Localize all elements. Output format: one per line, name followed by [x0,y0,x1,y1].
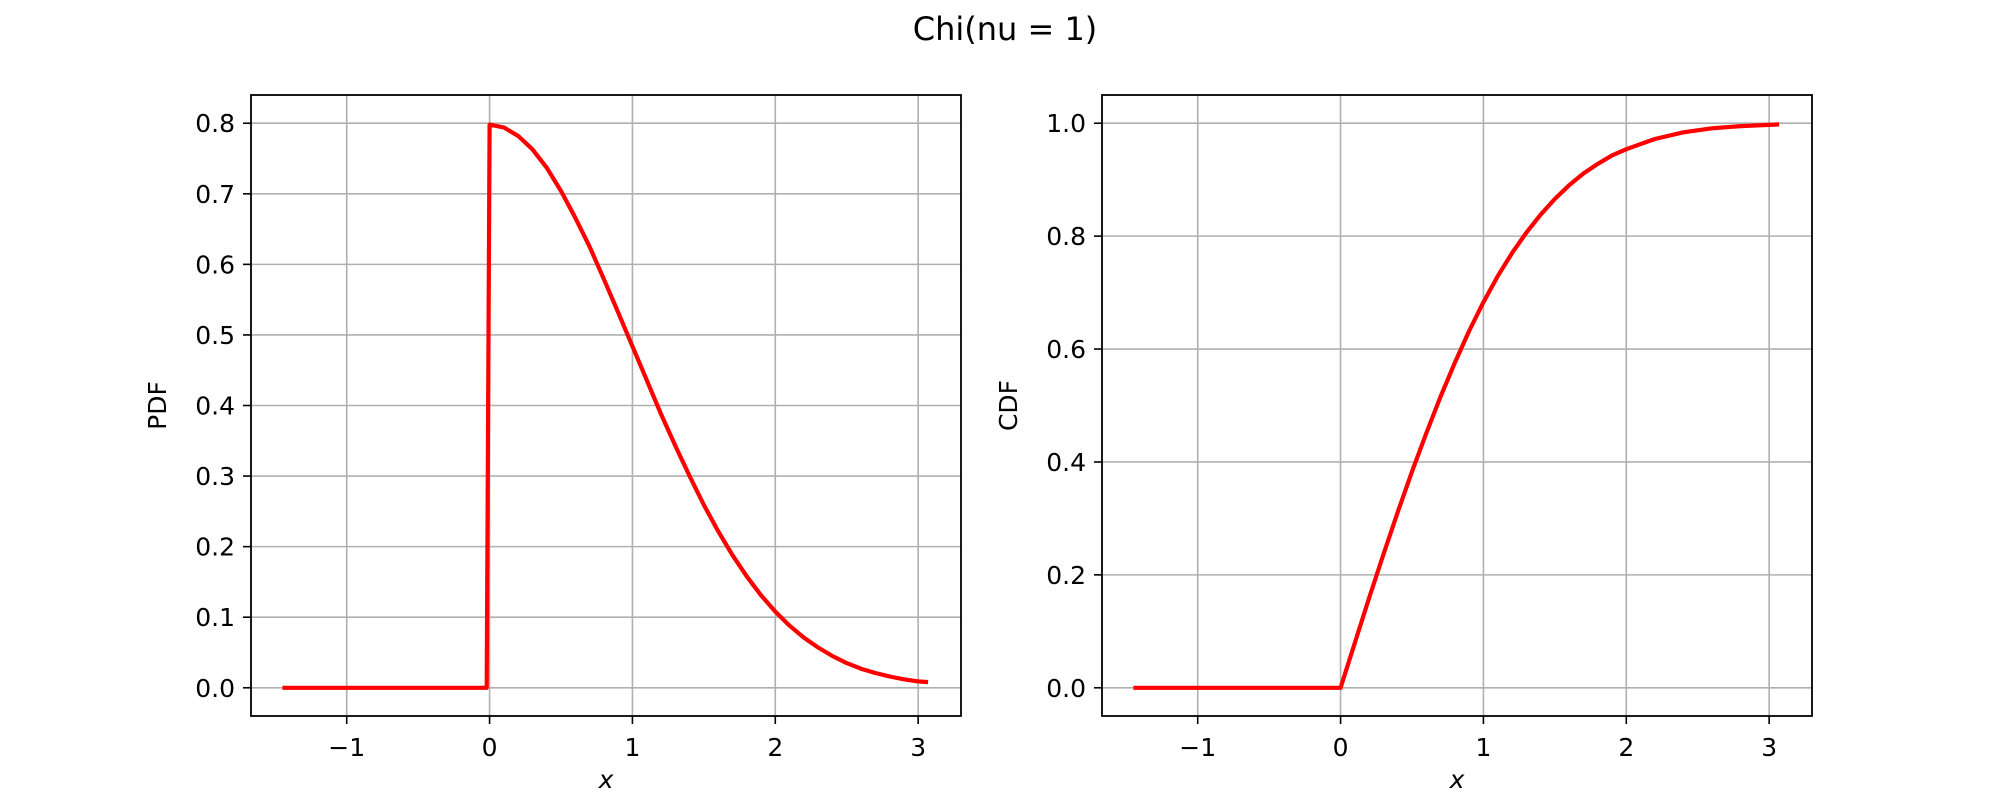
cdf-xlabel: x [1449,765,1465,794]
cdf-ylabel: CDF [994,380,1023,431]
pdf-ytick-label: 0.7 [195,180,235,209]
cdf-ytick-label: 0.4 [1046,448,1086,477]
pdf-xtick-label: 1 [624,733,640,762]
figure-title: Chi(nu = 1) [913,10,1098,48]
cdf-ytick-label: 0.6 [1046,335,1086,364]
pdf-xtick-label: −1 [328,733,365,762]
cdf-xtick-label: 2 [1618,733,1634,762]
cdf-ytick-label: 0.8 [1046,222,1086,251]
cdf-axes-frame [1101,94,1813,717]
pdf-xtick-label: 2 [767,733,783,762]
cdf-xtick-label: 3 [1761,733,1777,762]
pdf-ytick-label: 0.3 [195,462,235,491]
pdf-ytick-label: 0.6 [195,250,235,279]
pdf-xtick-label: 3 [910,733,926,762]
cdf-xtick-label: 1 [1475,733,1491,762]
pdf-xlabel: x [598,765,614,794]
cdf-ytick-label: 0.0 [1046,674,1086,703]
pdf-panel: −1 0 1 2 3 0.0 0.1 0.2 0.3 0.4 0.5 0.6 0.7 0.8 x PDF [143,94,962,794]
cdf-xtick-label: 0 [1333,733,1349,762]
cdf-curve [1133,122,1780,690]
cdf-ytick-label: 1.0 [1046,109,1086,138]
pdf-ytick-label: 0.0 [195,674,235,703]
cdf-ytick-label: 0.2 [1046,561,1086,590]
pdf-ytick-label: 0.2 [195,533,235,562]
pdf-ytick-label: 0.5 [195,321,235,350]
pdf-ytick-label: 0.1 [195,603,235,632]
pdf-xtick-label: 0 [482,733,498,762]
cdf-xtick-label: −1 [1179,733,1216,762]
pdf-ylabel: PDF [143,381,172,430]
pdf-curve [282,122,929,690]
cdf-panel: −1 0 1 2 3 0.0 0.2 0.4 0.6 0.8 1.0 x CDF [994,94,1813,794]
pdf-ytick-label: 0.4 [195,392,235,421]
pdf-ytick-label: 0.8 [195,109,235,138]
